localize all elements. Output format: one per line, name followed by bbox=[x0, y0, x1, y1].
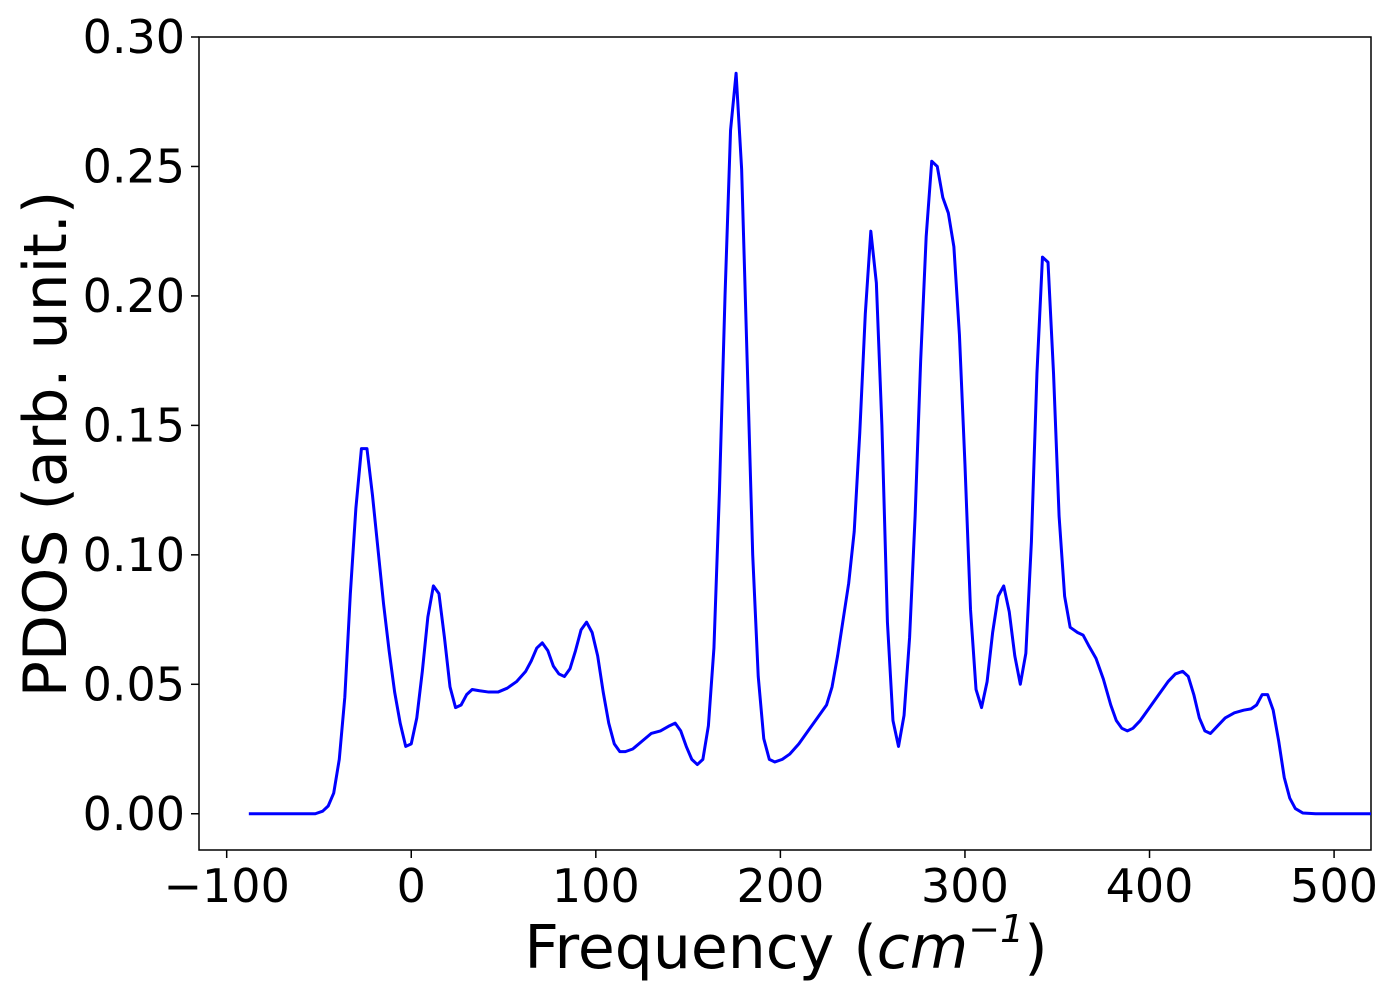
x-axis-title-text: Frequency ( bbox=[524, 913, 876, 983]
x-tick-label: 500 bbox=[1290, 859, 1378, 913]
y-tick-label: 0.10 bbox=[83, 528, 185, 582]
y-tick-label: 0.30 bbox=[83, 10, 185, 64]
plot-frame bbox=[198, 36, 1372, 851]
x-tick-label: 400 bbox=[1106, 859, 1194, 913]
y-tick-label: 0.00 bbox=[83, 787, 185, 841]
pdos-series-line bbox=[248, 71, 1371, 816]
y-axis-ticks: 0.00 0.05 0.10 0.15 0.20 0.25 0.30 bbox=[83, 10, 199, 841]
x-tick-label: 200 bbox=[736, 859, 824, 913]
x-tick-label: 0 bbox=[397, 859, 426, 913]
x-tick-label: 100 bbox=[552, 859, 640, 913]
x-axis-ticks: −100 0 100 200 300 400 500 bbox=[164, 850, 1378, 913]
y-tick-label: 0.05 bbox=[83, 657, 185, 711]
y-axis-title: PDOS (arb. unit.) bbox=[11, 191, 81, 698]
x-tick-label: 300 bbox=[921, 859, 1009, 913]
x-axis-title-close: ) bbox=[1024, 913, 1047, 983]
x-axis-title-sup: −1 bbox=[968, 907, 1024, 951]
x-tick-label: −100 bbox=[164, 859, 290, 913]
y-tick-label: 0.25 bbox=[83, 139, 185, 193]
x-axis-title-math: cm bbox=[877, 913, 968, 983]
y-tick-label: 0.15 bbox=[83, 398, 185, 452]
x-axis-title: Frequency (cm−1) bbox=[524, 907, 1047, 983]
y-tick-label: 0.20 bbox=[83, 269, 185, 323]
